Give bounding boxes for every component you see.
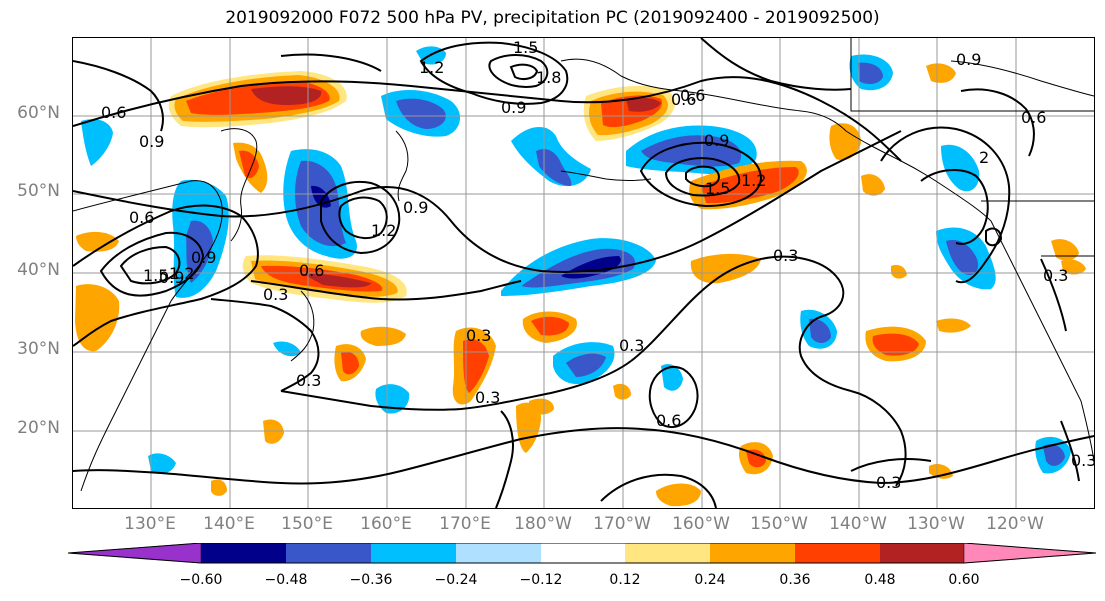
contour-label: 1.2	[741, 171, 766, 190]
colorbar-tick: 0.48	[864, 572, 896, 588]
contour-label: 0.3	[263, 285, 288, 304]
contour-label: 0.3	[466, 326, 491, 345]
lon-label-120w: 120°W	[986, 514, 1044, 534]
colorbar-segment	[625, 543, 710, 563]
pv-contours	[73, 38, 1094, 508]
contour-label: 0.6	[101, 103, 126, 122]
colorbar-tick: 0.24	[694, 572, 726, 588]
contour-label: 0.6	[671, 90, 696, 109]
colorbar-segment	[541, 543, 625, 563]
contour-label: 0.9	[956, 50, 981, 69]
contour-label: 1.5	[705, 179, 730, 198]
lon-label-160w: 160°W	[672, 514, 730, 534]
colorbar-tick: −0.36	[349, 572, 393, 588]
colorbar-tick: −0.48	[264, 572, 308, 588]
contour-label: 1.5	[513, 38, 538, 57]
colorbar-segment	[710, 543, 795, 563]
contour-label: 0.3	[876, 473, 901, 492]
contour-label: 0.6	[1021, 108, 1046, 127]
lon-label-180w: 180°W	[514, 514, 572, 534]
contour-label: 0.3	[1043, 266, 1068, 285]
colorbar-segment	[371, 543, 456, 563]
lon-label-130w: 130°W	[907, 514, 965, 534]
lon-label-170e: 170°E	[439, 514, 491, 534]
colorbar	[68, 543, 1097, 564]
colorbar-segment	[456, 543, 541, 563]
lon-label-150e: 150°E	[281, 514, 333, 534]
lon-label-140e: 140°E	[203, 514, 255, 534]
pv-precip-map: 1.5 1.2 1.8 0.9 0.6 0.9 0.6 0.9 1.5 1.2 …	[73, 38, 1094, 508]
colorbar-segment	[201, 543, 286, 563]
colorbar-tick: 0.36	[779, 572, 811, 588]
lat-label-50n: 50°N	[17, 181, 60, 201]
contour-label: 0.9	[191, 248, 216, 267]
contour-label: 0.3	[619, 336, 644, 355]
coastlines	[73, 38, 1094, 492]
colorbar-segment	[963, 543, 1097, 564]
lat-label-30n: 30°N	[17, 339, 60, 359]
contour-label: 0.6	[656, 411, 681, 430]
contour-label: 0.9	[139, 132, 164, 151]
contour-label: 0.9	[704, 131, 729, 150]
colorbar-tick: −0.12	[519, 572, 563, 588]
contour-label: 2	[979, 148, 989, 167]
contour-label: 0.3	[1071, 451, 1094, 470]
contour-label: 0.6	[680, 86, 705, 105]
negative-shading	[81, 46, 1071, 474]
lon-label-160e: 160°E	[360, 514, 412, 534]
map-title: 2019092000 F072 500 hPa PV, precipitatio…	[225, 8, 880, 28]
positive-shading	[75, 63, 1086, 507]
contour-label: 1.8	[536, 68, 561, 87]
colorbar-tick: 0.12	[609, 572, 641, 588]
lat-label-60n: 60°N	[17, 103, 60, 123]
contour-label: 1.2	[419, 58, 444, 77]
lon-label-170w: 170°W	[593, 514, 651, 534]
lat-label-20n: 20°N	[17, 418, 60, 438]
colorbar-tick: −0.24	[434, 572, 478, 588]
contour-label: 0.3	[773, 246, 798, 265]
colorbar-segment	[68, 543, 202, 564]
contour-label: 0.6	[299, 261, 324, 280]
contour-labels: 1.5 1.2 1.8 0.9 0.6 0.9 0.6 0.9 1.5 1.2 …	[101, 38, 1094, 492]
lon-label-150w: 150°W	[750, 514, 808, 534]
contour-label: 0.3	[296, 371, 321, 390]
contour-label: 0.9	[159, 268, 184, 287]
colorbar-segment	[286, 543, 371, 563]
graticule	[73, 38, 1094, 508]
contour-label: 0.3	[475, 388, 500, 407]
colorbar-segment	[880, 543, 964, 563]
lat-label-40n: 40°N	[17, 260, 60, 280]
contour-label: 0.6	[129, 208, 154, 227]
lon-label-140w: 140°W	[829, 514, 887, 534]
contour-label: 0.9	[403, 198, 428, 217]
contour-label: 0.9	[501, 98, 526, 117]
map-panel: 1.5 1.2 1.8 0.9 0.6 0.9 0.6 0.9 1.5 1.2 …	[72, 37, 1095, 509]
contour-label: 1.5	[143, 266, 168, 285]
colorbar-segment	[795, 543, 880, 563]
lon-label-130e: 130°E	[124, 514, 176, 534]
contour-label: 1.2	[169, 264, 194, 283]
colorbar-tick: 0.60	[948, 572, 980, 588]
colorbar-tick: −0.60	[179, 572, 223, 588]
contour-label: 1.2	[371, 221, 396, 240]
